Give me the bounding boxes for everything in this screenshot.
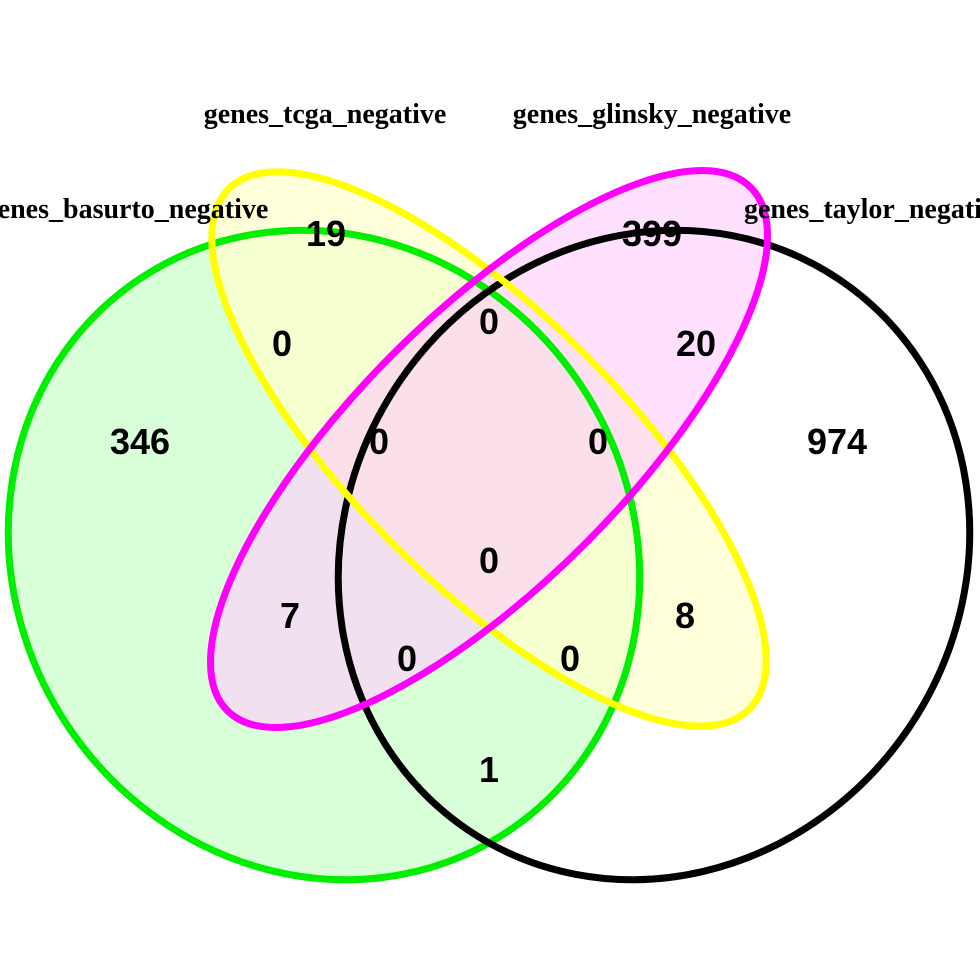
count-basurto-tcga: 0 (272, 323, 292, 364)
count-basurto-glinsky: 7 (280, 595, 300, 636)
label-tcga: genes_tcga_negative (204, 99, 447, 130)
ellipse-fills (8, 170, 768, 880)
basurto-ellipse (4, 226, 644, 884)
count-glinsky-only: 399 (622, 213, 682, 254)
label-glinsky: genes_glinsky_negative (513, 99, 791, 130)
count-basurto-tcga-glinsky: 0 (369, 421, 389, 462)
count-tcga-only: 19 (306, 213, 346, 254)
count-basurto-taylor: 1 (479, 749, 499, 790)
label-basurto: genes_basurto_negative (0, 194, 268, 225)
count-tcga-glinsky: 0 (479, 301, 499, 342)
count-basurto-tcga-taylor: 0 (560, 638, 580, 679)
glinsky-ellipse (206, 166, 772, 732)
count-basurto-only: 346 (110, 421, 170, 462)
count-basurto-glinsky-taylor: 0 (397, 638, 417, 679)
count-glinsky-taylor: 20 (676, 323, 716, 364)
count-taylor-only: 974 (807, 421, 867, 462)
ellipse-outlines (4, 166, 974, 884)
taylor-ellipse (334, 226, 974, 884)
tcga-ellipse (208, 168, 770, 730)
label-taylor: genes_taylor_negative (744, 194, 980, 225)
count-tcga-taylor: 8 (675, 595, 695, 636)
glinsky-fill (210, 170, 768, 728)
count-tcga-glinsky-taylor: 0 (588, 421, 608, 462)
count-all-four: 0 (479, 540, 499, 581)
